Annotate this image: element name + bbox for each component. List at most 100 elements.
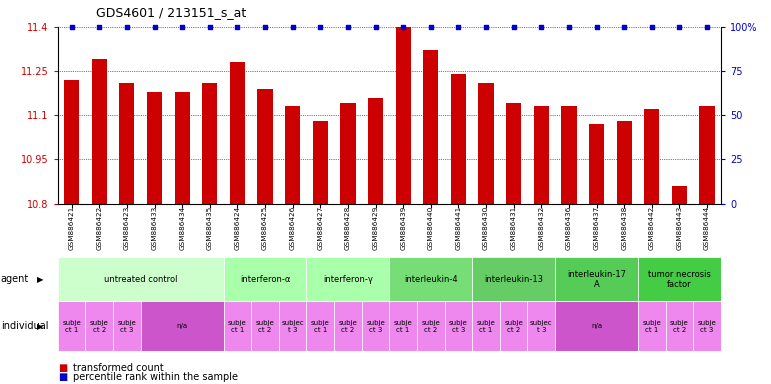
Text: subje
ct 2: subje ct 2 (90, 320, 109, 333)
Bar (617, 121, 631, 204)
Bar (445, 301, 472, 351)
Text: subje
ct 1: subje ct 1 (311, 320, 330, 333)
Point (618, 24, 631, 30)
Bar (638, 301, 665, 351)
Text: subjec
t 3: subjec t 3 (530, 320, 553, 333)
Text: GSM886443: GSM886443 (676, 206, 682, 250)
Bar (555, 301, 638, 351)
Text: subje
ct 1: subje ct 1 (394, 320, 412, 333)
Bar (285, 106, 300, 204)
Text: subje
ct 1: subje ct 1 (476, 320, 496, 333)
Point (121, 24, 133, 30)
Bar (699, 106, 715, 204)
Text: GSM886429: GSM886429 (372, 206, 379, 250)
Text: subje
ct 2: subje ct 2 (338, 320, 357, 333)
Text: GDS4601 / 213151_s_at: GDS4601 / 213151_s_at (96, 6, 247, 19)
Bar (64, 80, 79, 204)
Point (287, 24, 299, 30)
Bar (202, 83, 217, 204)
Bar (693, 301, 721, 351)
Text: percentile rank within the sample: percentile rank within the sample (73, 372, 238, 382)
Text: GSM886435: GSM886435 (207, 206, 213, 250)
Text: subje
ct 2: subje ct 2 (670, 320, 689, 333)
Point (453, 24, 465, 30)
Text: GSM886423: GSM886423 (124, 206, 130, 250)
Text: GSM886431: GSM886431 (510, 206, 517, 250)
Text: transformed count: transformed count (73, 363, 164, 373)
Point (342, 24, 354, 30)
Point (673, 24, 685, 30)
Point (645, 24, 658, 30)
Point (314, 24, 326, 30)
Text: GSM886421: GSM886421 (69, 206, 75, 250)
Text: individual: individual (1, 321, 49, 331)
Text: interferon-γ: interferon-γ (323, 275, 373, 284)
Text: ▶: ▶ (37, 322, 43, 331)
Text: GSM886444: GSM886444 (704, 206, 710, 250)
Text: GSM886437: GSM886437 (594, 206, 600, 250)
Text: GSM886436: GSM886436 (566, 206, 572, 250)
Bar (340, 103, 355, 204)
Text: subje
ct 3: subje ct 3 (117, 320, 136, 333)
Point (176, 24, 188, 30)
Bar (500, 301, 527, 351)
Bar (362, 301, 389, 351)
Text: GSM886428: GSM886428 (345, 206, 351, 250)
Point (535, 24, 547, 30)
Bar (479, 83, 493, 204)
Text: subje
ct 3: subje ct 3 (449, 320, 468, 333)
Point (259, 24, 271, 30)
Bar (334, 301, 362, 351)
Text: GSM886433: GSM886433 (152, 206, 157, 250)
Text: subje
ct 1: subje ct 1 (62, 320, 81, 333)
Bar (251, 301, 279, 351)
Text: subje
ct 2: subje ct 2 (256, 320, 274, 333)
Point (397, 24, 409, 30)
Text: subje
ct 1: subje ct 1 (642, 320, 662, 333)
Bar (451, 74, 466, 204)
Text: subje
ct 2: subje ct 2 (422, 320, 440, 333)
Text: GSM886434: GSM886434 (179, 206, 185, 250)
Bar (368, 98, 383, 204)
Bar (147, 92, 162, 204)
Bar (423, 50, 439, 204)
Bar (506, 103, 521, 204)
Text: subje
ct 3: subje ct 3 (366, 320, 385, 333)
Text: GSM886440: GSM886440 (428, 206, 434, 250)
Bar (230, 62, 245, 204)
Text: GSM886442: GSM886442 (649, 206, 655, 250)
Bar (417, 301, 445, 351)
Text: interleukin-13: interleukin-13 (484, 275, 544, 284)
Bar (672, 186, 687, 204)
Point (480, 24, 492, 30)
Bar (638, 257, 721, 301)
Bar (86, 301, 113, 351)
Bar (140, 301, 224, 351)
Point (231, 24, 244, 30)
Point (425, 24, 437, 30)
Bar (306, 301, 334, 351)
Bar (306, 257, 389, 301)
Point (591, 24, 603, 30)
Point (701, 24, 713, 30)
Text: GSM886422: GSM886422 (96, 206, 103, 250)
Text: n/a: n/a (177, 323, 187, 329)
Bar (279, 301, 306, 351)
Text: subje
ct 3: subje ct 3 (698, 320, 716, 333)
Bar (92, 59, 107, 204)
Text: n/a: n/a (591, 323, 602, 329)
Text: interleukin-4: interleukin-4 (404, 275, 458, 284)
Text: interferon-α: interferon-α (240, 275, 290, 284)
Bar (561, 106, 577, 204)
Bar (113, 301, 140, 351)
Bar (120, 83, 134, 204)
Point (563, 24, 575, 30)
Bar (389, 301, 417, 351)
Text: ▶: ▶ (37, 275, 43, 284)
Text: GSM886439: GSM886439 (400, 206, 406, 250)
Bar (224, 257, 306, 301)
Point (93, 24, 106, 30)
Text: GSM886438: GSM886438 (621, 206, 627, 250)
Text: subje
ct 2: subje ct 2 (504, 320, 523, 333)
Bar (534, 106, 549, 204)
